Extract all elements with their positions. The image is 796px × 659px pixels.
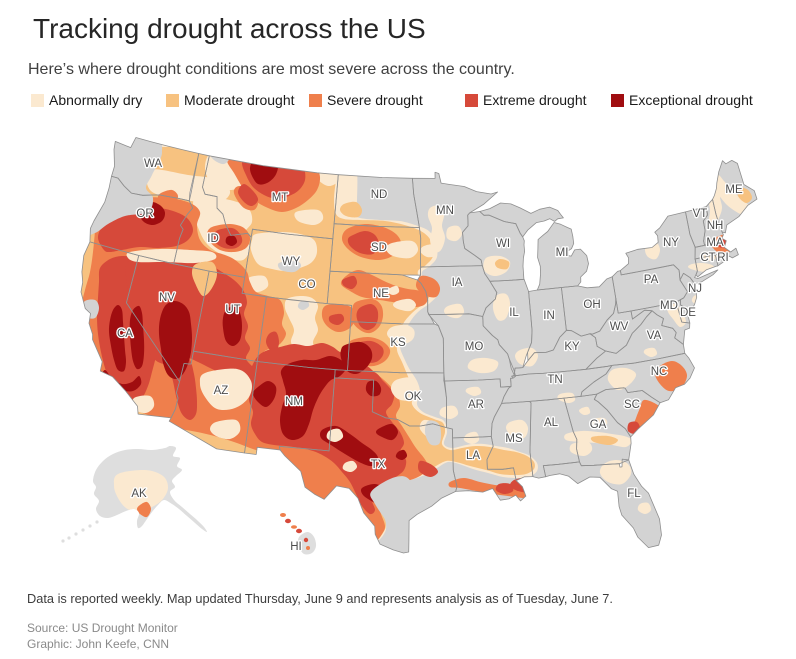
svg-text:ME: ME (725, 184, 743, 196)
svg-text:DE: DE (680, 307, 696, 319)
svg-text:FL: FL (627, 488, 641, 500)
svg-text:OH: OH (583, 299, 600, 311)
svg-text:CA: CA (117, 328, 133, 340)
svg-text:MT: MT (272, 192, 289, 204)
svg-text:AZ: AZ (214, 385, 229, 397)
svg-text:VA: VA (647, 330, 662, 342)
svg-text:KS: KS (390, 337, 406, 349)
svg-text:MN: MN (436, 205, 454, 217)
svg-text:TX: TX (371, 459, 386, 471)
svg-text:IN: IN (543, 310, 555, 322)
svg-text:IL: IL (509, 307, 519, 319)
svg-text:UT: UT (225, 304, 240, 316)
svg-text:KY: KY (564, 341, 580, 353)
svg-text:AL: AL (544, 417, 559, 429)
svg-text:NC: NC (651, 366, 668, 378)
svg-text:MD: MD (660, 300, 678, 312)
svg-text:ND: ND (371, 189, 388, 201)
svg-text:OK: OK (405, 391, 422, 403)
svg-text:MS: MS (505, 433, 523, 445)
svg-text:OR: OR (136, 208, 153, 220)
svg-text:NY: NY (663, 237, 679, 249)
svg-text:CO: CO (298, 279, 315, 291)
svg-text:MI: MI (556, 247, 569, 259)
svg-text:NE: NE (373, 288, 389, 300)
svg-text:NV: NV (159, 292, 175, 304)
svg-text:VT: VT (693, 208, 708, 220)
svg-text:WI: WI (496, 238, 510, 250)
svg-text:WY: WY (282, 256, 301, 268)
svg-text:HI: HI (290, 541, 302, 553)
svg-text:TN: TN (547, 374, 562, 386)
svg-text:AR: AR (468, 399, 484, 411)
svg-text:ID: ID (207, 233, 219, 245)
svg-text:NJ: NJ (688, 283, 702, 295)
svg-text:SD: SD (371, 242, 387, 254)
svg-text:WV: WV (610, 321, 629, 333)
svg-text:MO: MO (465, 341, 484, 353)
svg-text:GA: GA (590, 419, 607, 431)
svg-text:IA: IA (452, 277, 463, 289)
svg-text:CT: CT (700, 252, 715, 264)
svg-text:PA: PA (644, 274, 659, 286)
svg-text:WA: WA (144, 158, 162, 170)
svg-text:MA: MA (706, 237, 724, 249)
svg-text:AK: AK (131, 488, 147, 500)
svg-text:RI: RI (717, 252, 729, 264)
svg-text:NM: NM (285, 396, 303, 408)
svg-text:NH: NH (707, 220, 724, 232)
svg-text:LA: LA (466, 450, 480, 462)
svg-text:SC: SC (624, 399, 640, 411)
